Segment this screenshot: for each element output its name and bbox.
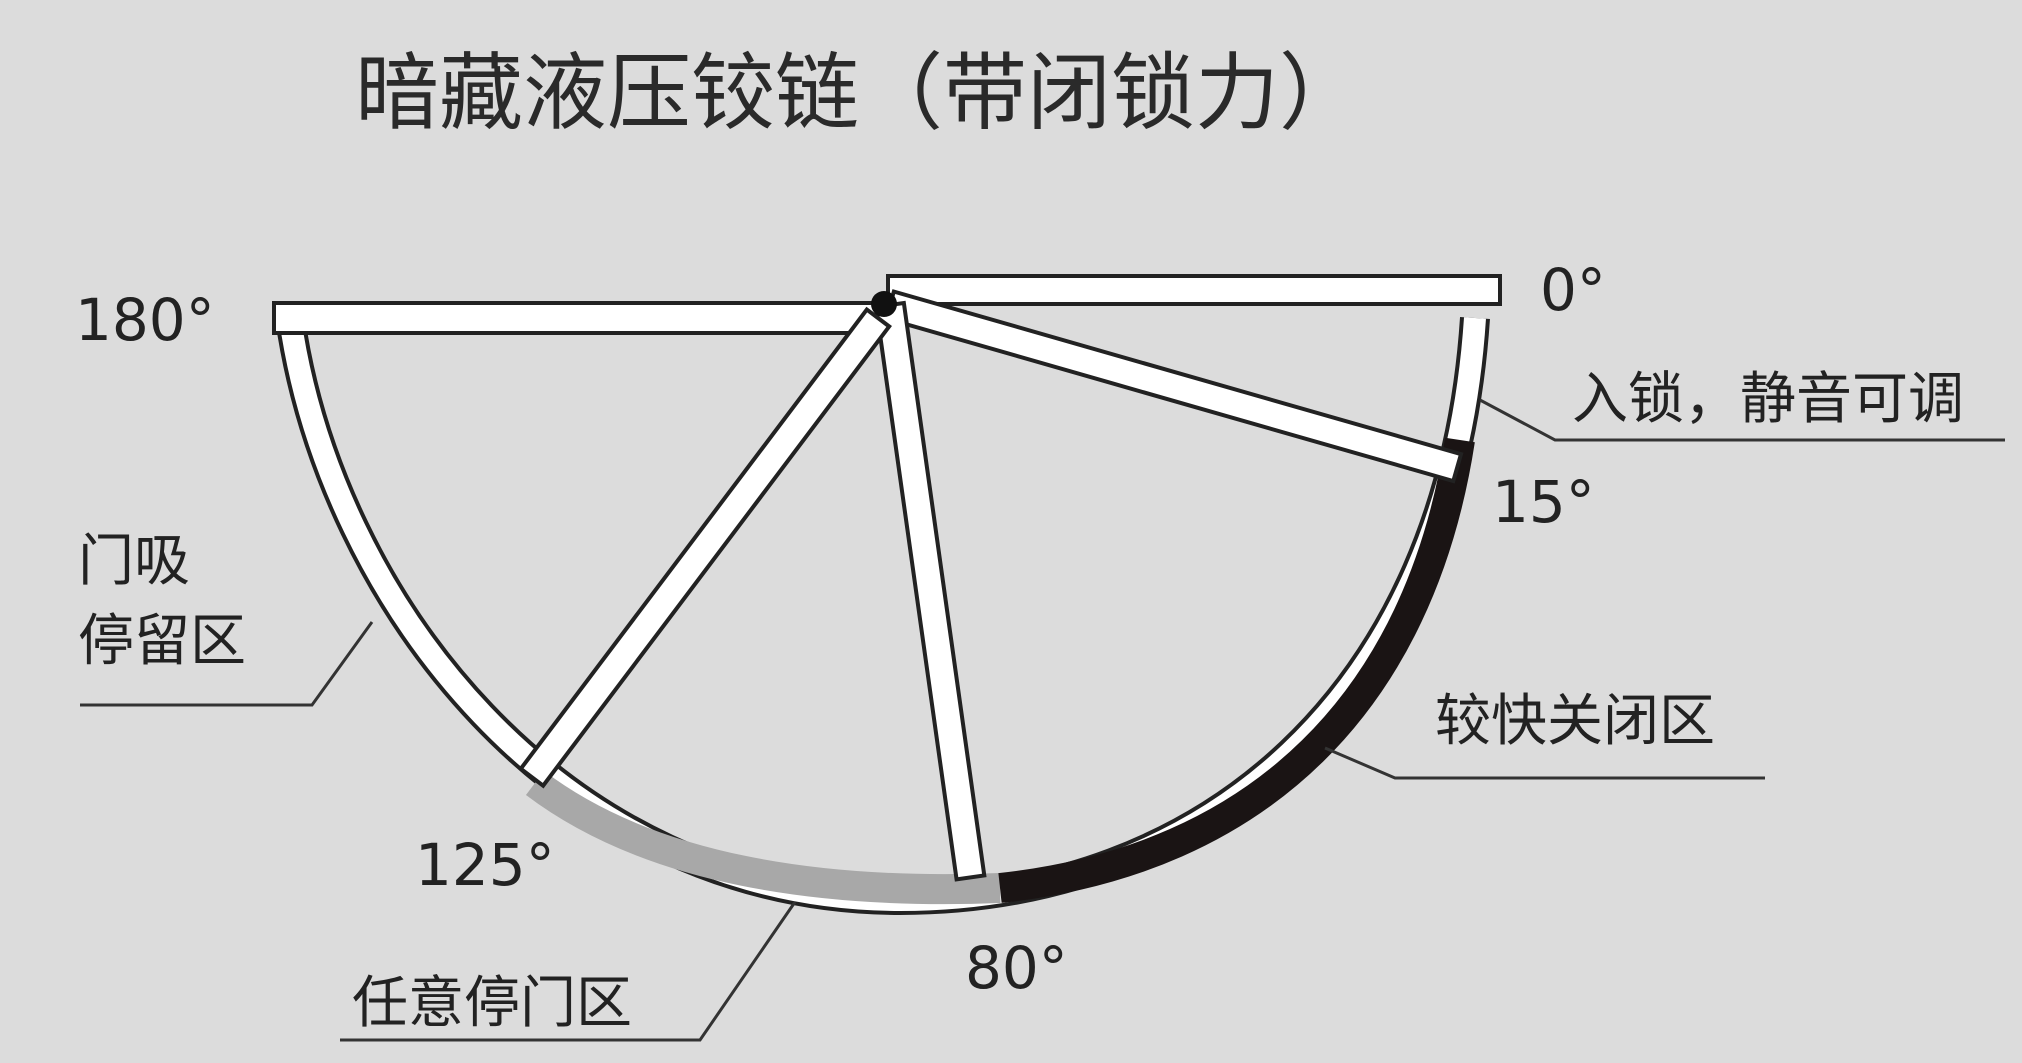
- angle-label-80: 80°: [965, 934, 1068, 1002]
- door-panel-125: [517, 306, 892, 789]
- door-panel-80: [873, 300, 987, 882]
- hinge-pivot: [871, 291, 897, 317]
- angle-label-15: 15°: [1492, 468, 1595, 536]
- leader-free-stop: [340, 901, 797, 1042]
- zone-label-stop-line2: 停留区: [78, 609, 246, 674]
- door-panel-180: [272, 301, 888, 335]
- angle-label-0: 0°: [1540, 256, 1606, 324]
- fast-close-zone-arc: [998, 437, 1475, 903]
- leader-stop-zone: [80, 621, 374, 707]
- leader-latch: [1479, 398, 2005, 442]
- free-stop-zone-arc: [525, 771, 1001, 905]
- diagram-title: 暗藏液压铰链（带闭锁力）: [355, 44, 1363, 142]
- leader-fast-close: [1324, 746, 1765, 780]
- door-panel-15: [883, 289, 1464, 484]
- angle-label-180: 180°: [75, 286, 215, 354]
- zone-label-latch: 入锁，静音可调: [1572, 367, 1964, 432]
- door-panel-0: [886, 274, 1502, 306]
- zone-label-free-stop: 任意停门区: [352, 971, 632, 1036]
- zone-label-stop-line1: 门吸: [78, 529, 190, 594]
- zone-label-fast-close: 较快关闭区: [1435, 689, 1715, 754]
- angle-label-125: 125°: [415, 831, 555, 899]
